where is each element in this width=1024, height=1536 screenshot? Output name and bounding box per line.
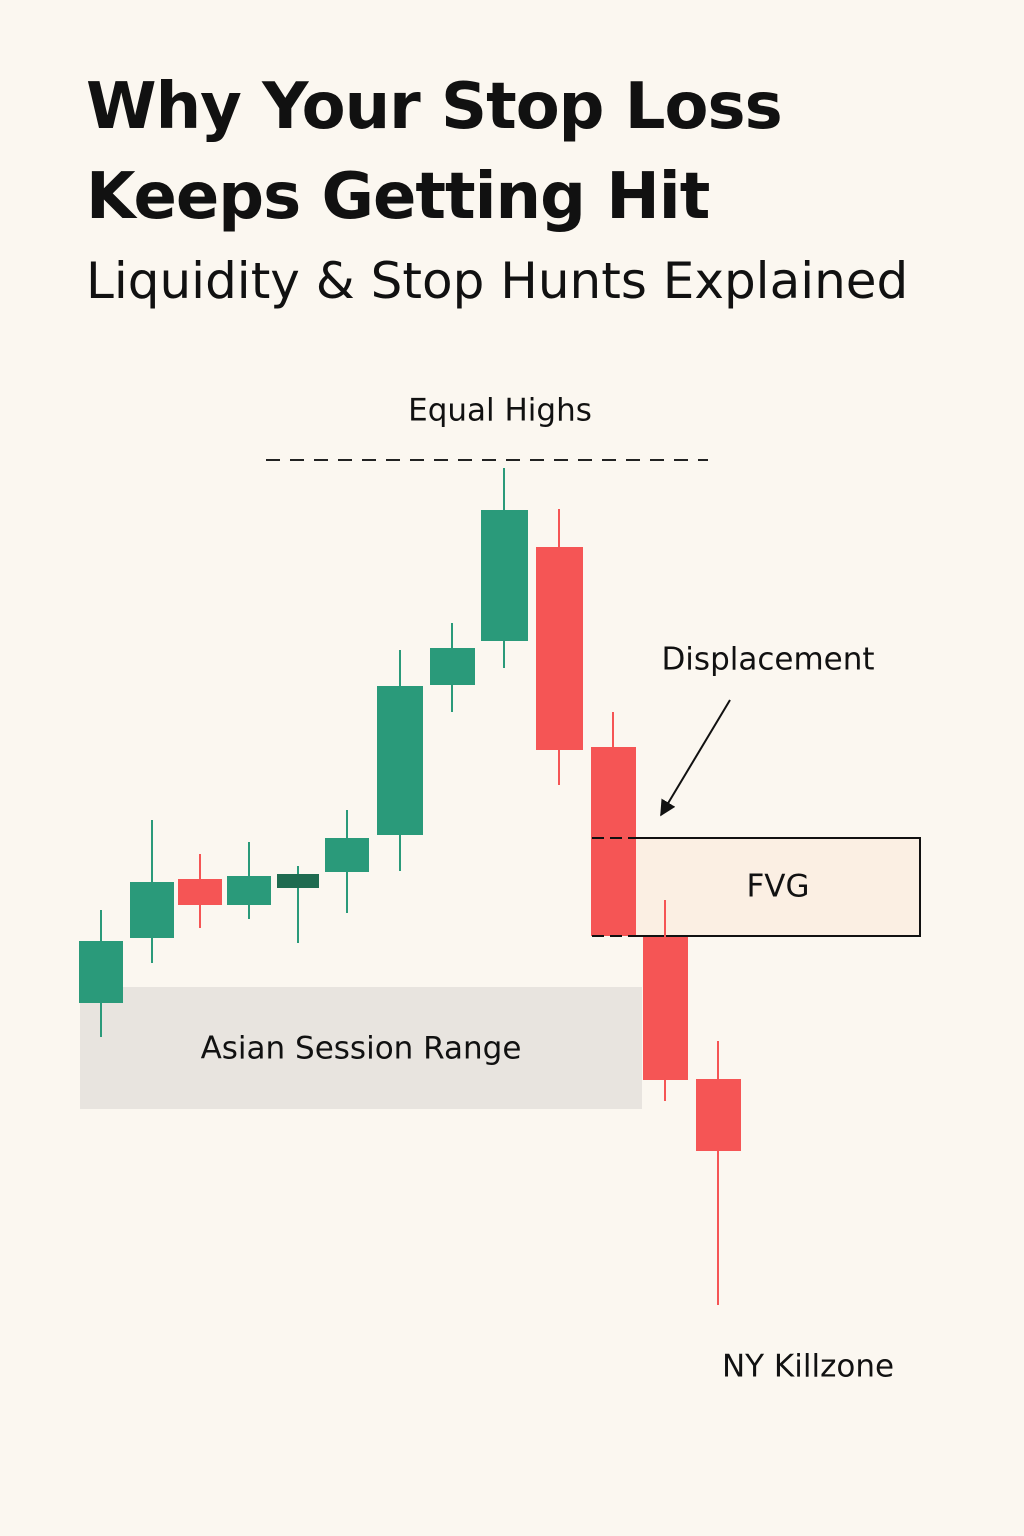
subtitle: Liquidity & Stop Hunts Explained (86, 252, 908, 310)
ny-killzone-label: NY Killzone (722, 1349, 894, 1385)
candle-body (377, 686, 423, 835)
candle-body (227, 876, 271, 905)
candle-body (696, 1079, 741, 1151)
candle-body (277, 874, 319, 888)
asian-range-box (80, 987, 642, 1109)
fvg-label: FVG (746, 869, 809, 905)
candle-body (591, 747, 636, 936)
title-line: Why Your Stop Loss (86, 70, 782, 144)
title-line: Keeps Getting Hit (86, 160, 710, 234)
candle-body (325, 838, 369, 872)
candle-body (430, 648, 475, 685)
displacement-label: Displacement (661, 642, 874, 678)
displacement-arrow (660, 699, 731, 817)
candle-body (481, 510, 528, 641)
candles (79, 468, 741, 1305)
candle-body (130, 882, 174, 938)
candle-body (643, 937, 688, 1080)
equal-highs-label: Equal Highs (408, 393, 592, 429)
candle-body (79, 941, 123, 1003)
asian-range-label: Asian Session Range (201, 1031, 522, 1067)
candle-body (178, 879, 222, 905)
candle-body (536, 547, 583, 750)
fvg-fill (592, 838, 920, 936)
fvg-border (637, 837, 921, 937)
